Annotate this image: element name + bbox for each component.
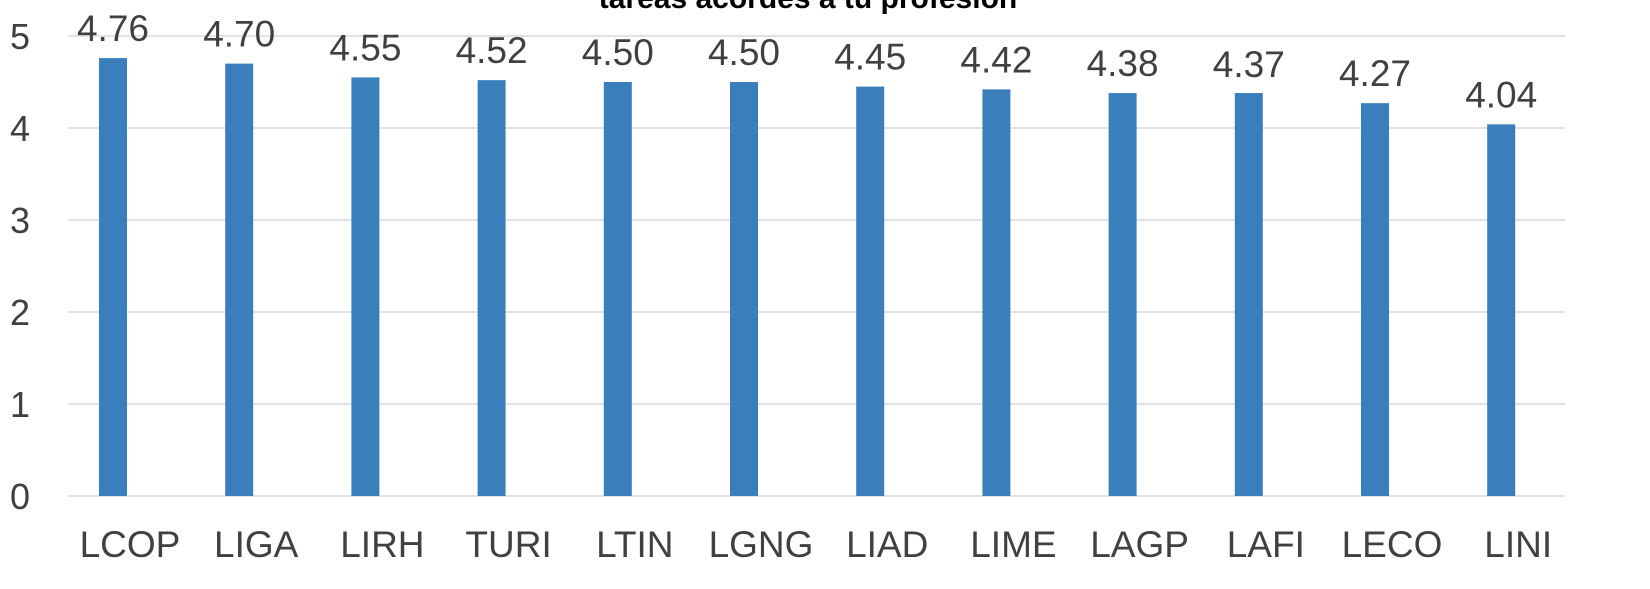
data-label: 4.37 [1213,44,1285,85]
data-label: 4.76 [77,8,149,49]
data-label: 4.70 [203,14,275,55]
category-label: LTIN [596,524,673,565]
y-tick-label: 2 [10,292,30,333]
data-label: 4.52 [456,30,528,71]
bar [1234,93,1263,496]
bar [99,58,127,496]
category-label: LINI [1484,524,1552,565]
category-label: LIAD [846,524,928,565]
bar [730,82,758,496]
bar [982,89,1011,497]
y-tick-label: 4 [10,108,30,149]
data-label: 4.27 [1339,53,1411,94]
category-label: LIGA [214,524,299,565]
data-label: 4.50 [708,32,780,73]
category-label: LCOP [80,524,181,565]
y-tick-label: 0 [10,476,30,517]
bar [603,82,632,496]
category-label: LAGP [1090,524,1189,565]
bar [225,63,254,496]
category-label: LIRH [340,524,424,565]
bar [1487,124,1516,496]
data-label: 4.50 [582,32,654,73]
category-label: LGNG [709,524,814,565]
y-axis-ticks: 0 1 2 3 4 5 [10,16,30,517]
x-axis-categories: LCOP LIGA LIRH TURI LTIN LGNG LIAD LIME LAGP LAFI… [80,524,1553,565]
y-tick-label: 5 [10,16,30,57]
bar [1361,103,1389,496]
data-labels: 4.76 4.70 4.55 4.52 4.50 4.50 4.45 4.42 4.38 4.37… [77,8,1537,115]
bar [1108,93,1137,496]
data-label: 4.45 [834,37,906,78]
category-label: LAFI [1227,524,1305,565]
bar [351,77,380,497]
category-label: TURI [465,524,551,565]
y-tick-label: 3 [10,200,30,241]
data-label: 4.42 [960,39,1032,80]
y-tick-label: 1 [10,384,30,425]
bar [856,86,885,496]
bars [99,58,1516,497]
data-label: 4.55 [329,27,401,68]
gridlines [68,35,1565,497]
chart-title: tareas acordes a tu profesión [599,0,1017,15]
category-label: LIME [970,524,1056,565]
category-label: LECO [1342,524,1443,565]
bar [477,80,506,496]
data-label: 4.38 [1087,43,1159,84]
data-label: 4.04 [1465,74,1537,115]
